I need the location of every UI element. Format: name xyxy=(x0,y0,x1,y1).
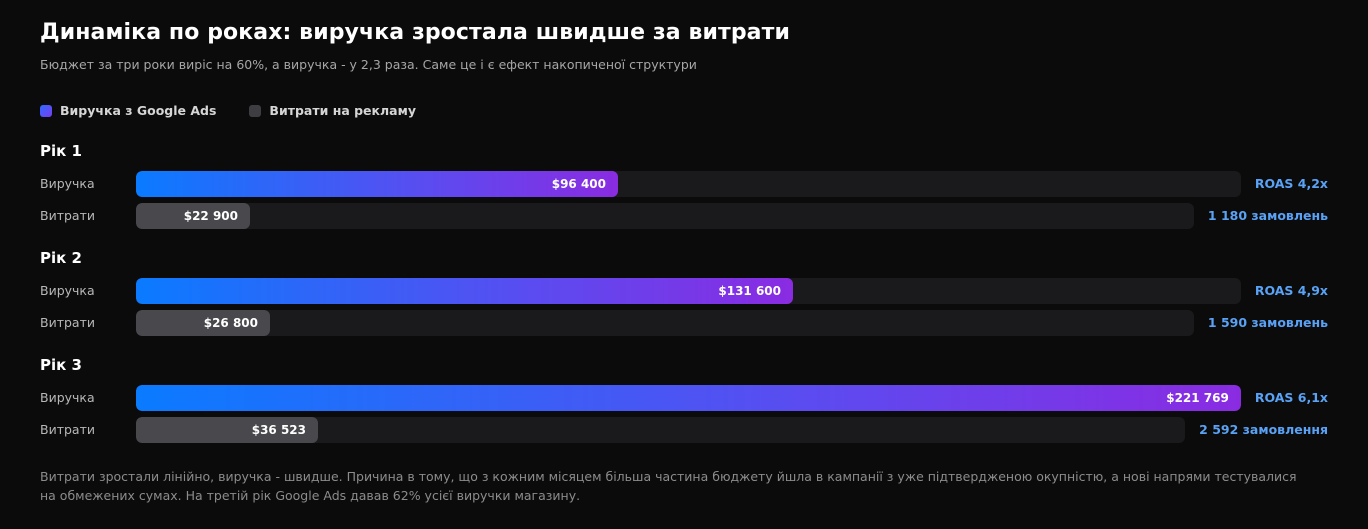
year-title-3: Рік 3 xyxy=(40,356,82,374)
row-label-cost: Витрати xyxy=(40,208,95,223)
legend-item-revenue: Виручка з Google Ads xyxy=(40,103,216,118)
roas-label: ROAS 4,2x xyxy=(1254,176,1328,191)
bar-value-revenue: $221 769 xyxy=(1166,391,1229,405)
roas-label: ROAS 4,9x xyxy=(1254,283,1328,298)
roas-label: ROAS 6,1x xyxy=(1254,390,1328,405)
bar-cost: $22 900 xyxy=(136,203,250,229)
footer-note: Витрати зростали лінійно, виручка - швид… xyxy=(40,469,1297,503)
bar-track-cost: $36 523 xyxy=(136,417,1186,443)
bar-value-revenue: $131 600 xyxy=(718,284,781,298)
orders-label: 1 590 замовлень xyxy=(1207,315,1328,330)
bar-revenue: $221 769 xyxy=(136,385,1241,411)
row-label-revenue: Виручка xyxy=(40,390,95,405)
orders-label: 1 180 замовлень xyxy=(1207,208,1328,223)
year-title-2: Рік 2 xyxy=(40,249,82,267)
orders-label: 2 592 замовлення xyxy=(1199,422,1328,437)
row-label-revenue: Виручка xyxy=(40,176,95,191)
legend-label-revenue: Виручка з Google Ads xyxy=(60,103,217,118)
chart-title: Динаміка по роках: виручка зростала швид… xyxy=(40,20,790,45)
legend-swatch-revenue xyxy=(40,104,52,117)
bar-track-cost: $22 900 xyxy=(136,203,1194,229)
bar-revenue: $96 400 xyxy=(136,171,618,197)
legend-swatch-cost xyxy=(249,104,262,117)
row-label-revenue: Виручка xyxy=(40,283,95,298)
bar-value-cost: $26 800 xyxy=(203,316,258,330)
bar-revenue: $131 600 xyxy=(136,278,793,304)
row-label-cost: Витрати xyxy=(40,315,95,330)
bar-track-cost: $26 800 xyxy=(136,310,1194,336)
bar-value-revenue: $96 400 xyxy=(551,177,606,191)
bar-cost: $26 800 xyxy=(136,310,270,336)
bar-track-revenue: $131 600 xyxy=(136,278,1241,304)
year-title-1: Рік 1 xyxy=(40,142,82,160)
bar-track-revenue: $221 769 xyxy=(136,385,1241,411)
legend-item-cost: Витрати на рекламу xyxy=(249,103,416,118)
chart-subtitle: Бюджет за три роки виріс на 60%, а вируч… xyxy=(40,57,697,72)
bar-track-revenue: $96 400 xyxy=(136,171,1241,197)
legend: Виручка з Google Ads Витрати на рекламу xyxy=(40,103,416,118)
bar-cost: $36 523 xyxy=(136,417,318,443)
bar-value-cost: $36 523 xyxy=(251,423,306,437)
row-label-cost: Витрати xyxy=(40,422,95,437)
bar-value-cost: $22 900 xyxy=(183,209,238,223)
legend-label-cost: Витрати на рекламу xyxy=(269,103,416,118)
